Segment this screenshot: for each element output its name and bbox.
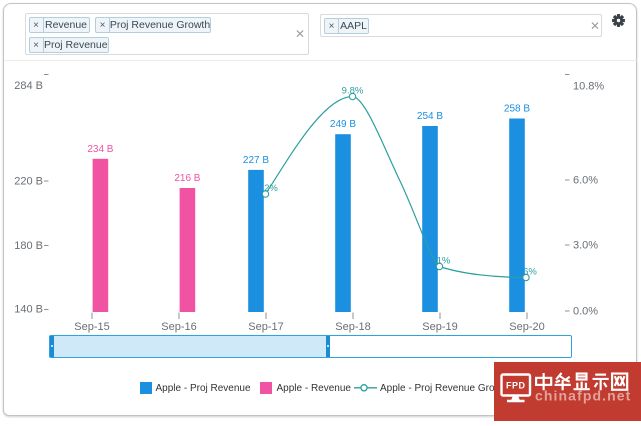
svg-text:254 B: 254 B — [417, 111, 443, 122]
svg-text:Sep-17: Sep-17 — [248, 321, 283, 333]
svg-text:258 B: 258 B — [504, 104, 530, 115]
svg-text:1.6%: 1.6% — [515, 267, 537, 278]
svg-text:0.0%: 0.0% — [573, 306, 598, 318]
svg-text:9.8%: 9.8% — [342, 86, 364, 97]
svg-text:6.0%: 6.0% — [573, 175, 598, 187]
svg-text:Sep-16: Sep-16 — [161, 321, 196, 333]
svg-text:216 B: 216 B — [174, 173, 200, 184]
svg-text:234 B: 234 B — [87, 144, 113, 155]
svg-text:3.0%: 3.0% — [573, 240, 598, 252]
svg-text:249 B: 249 B — [330, 119, 356, 130]
svg-text:Sep-19: Sep-19 — [422, 321, 457, 333]
svg-text:220 B: 220 B — [14, 176, 43, 188]
svg-text:Sep-15: Sep-15 — [74, 321, 109, 333]
svg-text:284 B: 284 B — [14, 80, 43, 92]
svg-text:chinafpd.net: chinafpd.net — [535, 388, 631, 404]
svg-text:10.8%: 10.8% — [573, 81, 604, 93]
svg-text:Sep-18: Sep-18 — [335, 321, 370, 333]
svg-text:180 B: 180 B — [14, 240, 43, 252]
svg-text:Sep-20: Sep-20 — [509, 321, 544, 333]
svg-text:FPD: FPD — [506, 381, 526, 391]
svg-text:227 B: 227 B — [243, 155, 269, 166]
svg-text:2.1%: 2.1% — [429, 256, 451, 267]
svg-text:140 B: 140 B — [14, 304, 43, 316]
svg-text:5.2%: 5.2% — [256, 183, 278, 194]
